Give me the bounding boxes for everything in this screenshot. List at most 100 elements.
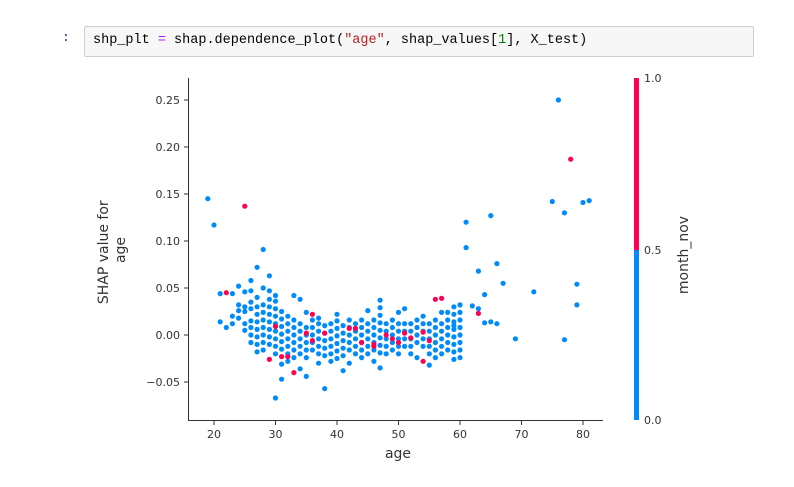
data-point — [248, 332, 254, 338]
data-point — [445, 339, 451, 346]
data-point — [291, 355, 297, 361]
data-point — [309, 311, 315, 317]
data-point — [229, 321, 235, 327]
data-point — [383, 328, 389, 334]
data-point — [377, 312, 383, 318]
data-point — [395, 343, 402, 349]
data-point — [334, 348, 340, 354]
data-point — [359, 324, 365, 331]
data-point — [334, 311, 340, 317]
data-point — [328, 321, 334, 327]
data-point — [426, 338, 432, 344]
data-point — [242, 304, 248, 310]
code-cell[interactable]: shp_plt = shap.dependence_plot("age", sh… — [84, 26, 754, 57]
data-point — [309, 347, 315, 353]
x-tick-label: 60 — [453, 428, 467, 441]
data-point — [500, 280, 506, 286]
data-point — [272, 328, 279, 334]
data-point — [420, 313, 426, 319]
data-point — [254, 304, 260, 310]
data-point — [322, 386, 328, 392]
data-point — [260, 309, 266, 315]
data-point — [242, 327, 248, 333]
code-variable: shp_plt — [93, 33, 150, 48]
data-point — [377, 327, 383, 333]
data-point — [469, 303, 475, 309]
data-point — [408, 328, 414, 334]
data-point — [352, 325, 359, 331]
data-point — [254, 341, 260, 347]
data-point — [475, 306, 481, 312]
y-axis-ticks: −0.05 0.00 0.05 0.10 0.15 0.20 0.25 — [146, 94, 188, 389]
data-point — [346, 347, 352, 353]
data-point — [377, 335, 383, 341]
colorbar-tick-1: 1.0 — [644, 72, 662, 85]
data-point — [266, 341, 272, 347]
colorbar-label: month_nov — [676, 216, 692, 294]
data-point — [426, 351, 432, 357]
data-point — [352, 351, 359, 357]
data-point — [303, 339, 309, 346]
data-point — [279, 346, 285, 352]
data-point — [266, 304, 272, 310]
data-point — [297, 366, 303, 372]
data-point — [279, 376, 285, 382]
data-point — [254, 311, 260, 317]
data-point — [414, 339, 420, 346]
colorbar: 1.0 0.5 0.0 month_nov — [634, 72, 692, 427]
data-point — [279, 308, 285, 315]
data-point — [248, 339, 254, 346]
data-point — [260, 347, 266, 353]
data-point — [297, 296, 303, 302]
data-point — [236, 308, 242, 314]
y-tick-label: −0.05 — [146, 376, 180, 389]
data-point — [432, 332, 438, 338]
data-point — [463, 245, 469, 251]
data-point — [377, 365, 383, 371]
data-point — [420, 336, 426, 342]
data-point — [408, 351, 414, 357]
data-point — [346, 360, 352, 366]
data-point — [334, 318, 340, 324]
data-point — [260, 324, 266, 331]
data-point — [414, 324, 420, 331]
data-point — [279, 361, 285, 367]
data-point — [316, 336, 322, 342]
data-point — [377, 350, 383, 356]
data-point — [402, 321, 408, 327]
x-tick-label: 50 — [392, 428, 406, 441]
data-point — [439, 328, 445, 334]
data-point — [309, 324, 315, 331]
data-point — [389, 336, 395, 342]
data-point — [359, 355, 365, 361]
data-point — [254, 349, 260, 355]
y-tick-label: 0.25 — [156, 94, 181, 107]
data-point — [383, 351, 389, 357]
data-point — [549, 198, 555, 205]
data-point — [457, 347, 463, 353]
data-point — [402, 330, 408, 336]
data-point — [420, 358, 426, 364]
data-point — [359, 317, 365, 323]
data-point — [236, 283, 242, 289]
data-point — [408, 321, 414, 327]
scatter-points — [205, 97, 592, 401]
data-point — [242, 289, 248, 295]
data-point — [359, 339, 365, 346]
data-point — [451, 334, 457, 340]
data-point — [457, 324, 463, 331]
data-point — [432, 355, 438, 361]
data-point — [365, 328, 371, 334]
data-point — [285, 354, 291, 360]
data-point — [266, 319, 272, 325]
data-point — [561, 210, 568, 216]
data-point — [322, 330, 328, 336]
data-point — [303, 330, 309, 336]
data-point — [236, 302, 242, 308]
data-point — [451, 349, 457, 355]
data-point — [285, 336, 291, 342]
data-point — [383, 321, 389, 327]
data-point — [316, 351, 322, 357]
data-point — [365, 308, 371, 314]
data-point — [451, 304, 457, 310]
